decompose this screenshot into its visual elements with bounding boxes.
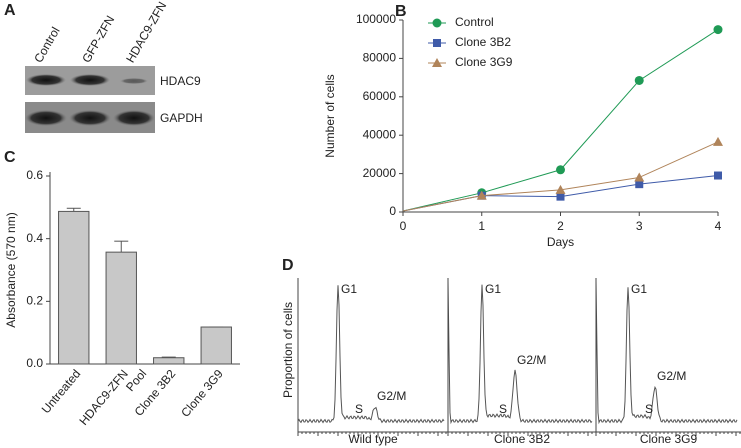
peak-label: G2/M xyxy=(657,369,686,383)
x-tick-label: 1 xyxy=(478,219,485,233)
blot-band xyxy=(70,74,110,86)
bar xyxy=(153,357,185,365)
histogram xyxy=(297,285,445,424)
panel-label: D xyxy=(282,257,294,274)
peak-label: S xyxy=(355,402,363,416)
legend-label: Control xyxy=(455,15,494,29)
point xyxy=(556,165,565,175)
point xyxy=(713,136,723,146)
point xyxy=(714,171,722,180)
sample-label: Clone 3G9 xyxy=(640,432,698,446)
point xyxy=(634,75,644,85)
peak-label: G2/M xyxy=(377,389,406,403)
panel-label: C xyxy=(4,149,16,166)
y-axis-label: Number of cells xyxy=(323,74,337,157)
panel-label: B xyxy=(395,3,407,20)
y-axis-label: Proportion of cells xyxy=(281,302,295,398)
y-tick-label: 0.2 xyxy=(26,294,43,308)
lane-label: GFP-ZFN xyxy=(79,13,117,65)
y-tick-label: 100000 xyxy=(356,12,396,26)
y-tick-label: 0.4 xyxy=(26,231,43,245)
x-tick-label: HDAC9-ZFNPool xyxy=(77,358,150,437)
y-tick-label: 0 xyxy=(389,204,396,218)
legend-label: Clone 3G9 xyxy=(455,55,513,69)
blot-band xyxy=(120,78,148,84)
y-tick-label: 60000 xyxy=(363,89,397,103)
panel-label: A xyxy=(4,2,16,19)
x-tick-label: 4 xyxy=(715,219,722,233)
y-axis-label: Absorbance (570 nm) xyxy=(4,212,18,327)
flow-panels xyxy=(297,280,738,425)
y-tick-label: 40000 xyxy=(363,127,397,141)
bar xyxy=(200,326,232,365)
lane-label: HDAC9-ZFN xyxy=(123,0,169,65)
peak-label: G1 xyxy=(631,282,647,296)
point xyxy=(556,192,565,201)
blot-band xyxy=(26,74,66,86)
peak-label: G1 xyxy=(485,282,501,296)
blot-band xyxy=(69,110,111,126)
point xyxy=(713,25,723,35)
histogram xyxy=(447,280,593,425)
blot-band xyxy=(25,110,67,126)
x-tick-label: Untreated xyxy=(39,367,84,416)
x-tick-label: 3 xyxy=(636,219,643,233)
point xyxy=(433,39,441,47)
lane-label: Control xyxy=(31,25,62,66)
point xyxy=(476,190,487,200)
y-tick-label: 0.0 xyxy=(26,356,43,370)
point xyxy=(432,58,442,67)
y-tick-label: 80000 xyxy=(363,51,397,65)
point xyxy=(634,172,645,182)
bar xyxy=(105,251,137,365)
point xyxy=(635,180,644,189)
peak-label: G1 xyxy=(341,282,357,296)
bar xyxy=(58,210,90,365)
legend-label: Clone 3B2 xyxy=(455,35,511,49)
blot-label: HDAC9 xyxy=(160,74,201,88)
line xyxy=(402,29,719,212)
sample-label: Wild type xyxy=(348,432,398,446)
y-tick-label: 0.6 xyxy=(26,168,43,182)
y-tick-label: 20000 xyxy=(363,166,397,180)
point xyxy=(555,184,566,194)
x-tick-label: Clone 3G9 xyxy=(178,367,226,420)
point xyxy=(432,18,442,28)
x-tick-label: 0 xyxy=(400,219,407,233)
x-tick-label: 2 xyxy=(557,219,564,233)
peak-label: S xyxy=(645,402,653,416)
blot-label: GAPDH xyxy=(160,111,203,125)
peak-label: G2/M xyxy=(517,353,546,367)
peak-label: S xyxy=(499,402,507,416)
histogram xyxy=(595,280,738,425)
blot-band xyxy=(113,110,155,126)
line xyxy=(402,141,719,212)
x-axis-label: Days xyxy=(547,235,574,249)
sample-label: Clone 3B2 xyxy=(494,432,550,446)
